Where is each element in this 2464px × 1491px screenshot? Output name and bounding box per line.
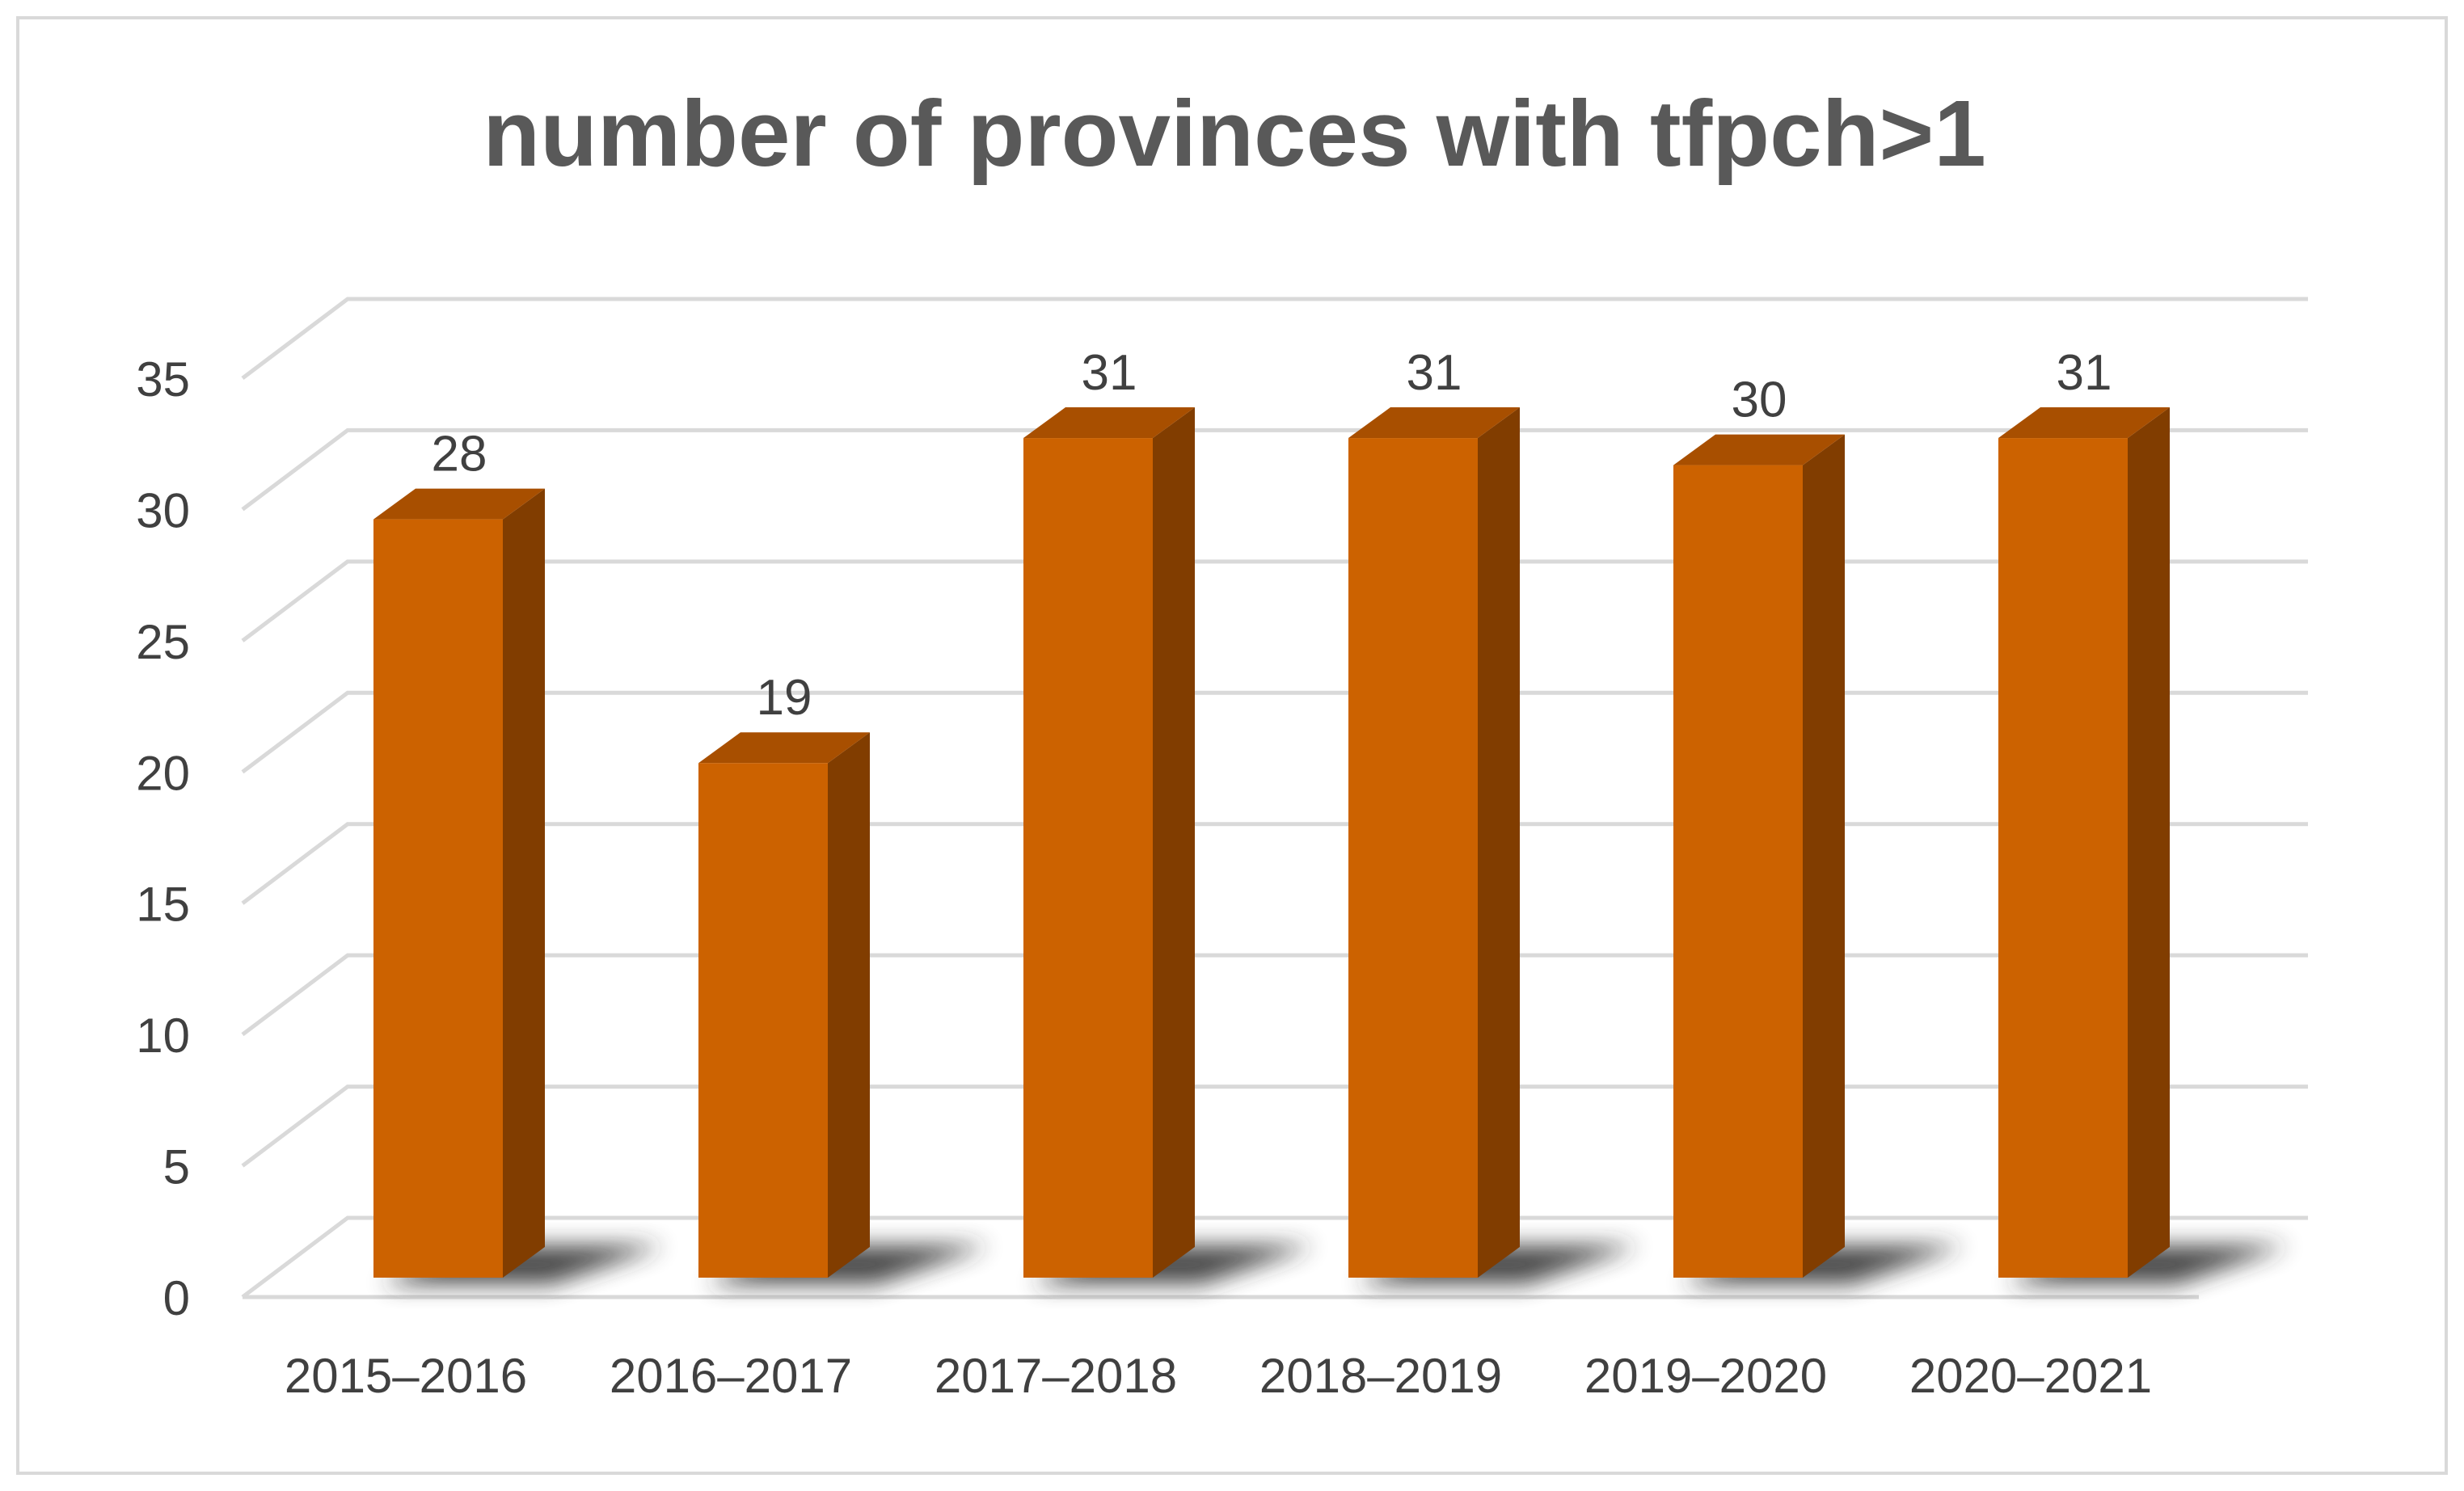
gridline (241, 822, 2308, 905)
data-label: 31 (1407, 345, 1462, 401)
bar-top (1023, 407, 1195, 439)
gridline (241, 690, 2308, 774)
data-label: 30 (1732, 373, 1787, 428)
bar (1673, 434, 1845, 1278)
y-tick-label: 0 (163, 1271, 190, 1325)
bar (1348, 407, 1520, 1278)
chart-title: number of provinces with tfpch>1 (483, 81, 1985, 186)
x-tick-label: 2018–2019 (1259, 1349, 1502, 1403)
bar-front (1673, 465, 1803, 1278)
data-label: 28 (432, 427, 487, 482)
y-tick-label: 10 (136, 1009, 190, 1063)
bar-front (1998, 438, 2128, 1278)
y-tick-label: 25 (136, 615, 190, 669)
data-label: 31 (1082, 345, 1137, 401)
bar-side (503, 488, 545, 1278)
gridline (241, 1085, 2308, 1168)
y-tick-label: 30 (136, 483, 190, 537)
bar-top (1998, 407, 2170, 439)
x-axis-ticks: 2015–2016 2016–2017 2017–2018 2018–2019 2019… (285, 1349, 2152, 1403)
gridline (241, 297, 2308, 380)
bar-top (1673, 434, 1845, 465)
bar-top (698, 732, 870, 764)
gridlines (241, 297, 2308, 1299)
data-labels: 28 19 31 31 30 31 (432, 345, 2112, 726)
bar-side (1478, 407, 1520, 1278)
bar-side (1153, 407, 1195, 1278)
x-tick-label: 2016–2017 (610, 1349, 852, 1403)
y-tick-label: 35 (136, 352, 190, 406)
bar-front (1023, 438, 1153, 1278)
data-label: 31 (2057, 345, 2112, 401)
bar-top (1348, 407, 1520, 439)
bar-side (828, 732, 870, 1278)
gridline (241, 428, 2308, 512)
y-tick-label: 5 (163, 1140, 190, 1194)
bar-side (2128, 407, 2170, 1278)
bar (373, 488, 545, 1278)
bars (373, 407, 2170, 1278)
data-label: 19 (757, 670, 812, 726)
gridline (241, 953, 2308, 1037)
x-tick-label: 2015–2016 (285, 1349, 527, 1403)
y-tick-label: 15 (136, 878, 190, 932)
x-tick-label: 2017–2018 (935, 1349, 1177, 1403)
bar-front (698, 763, 828, 1278)
bar (1023, 407, 1195, 1278)
gridline (241, 1215, 2308, 1299)
gridline (241, 559, 2308, 642)
y-axis-ticks: 0 5 10 15 20 25 30 35 (136, 352, 190, 1325)
bar (1998, 407, 2170, 1278)
bar-front (373, 519, 503, 1278)
x-tick-label: 2019–2020 (1584, 1349, 1827, 1403)
bar-top (373, 488, 545, 520)
y-tick-label: 20 (136, 746, 190, 800)
bar (698, 732, 870, 1278)
x-tick-label: 2020–2021 (1909, 1349, 2152, 1403)
bar-front (1348, 438, 1478, 1278)
bar-side (1803, 434, 1845, 1278)
